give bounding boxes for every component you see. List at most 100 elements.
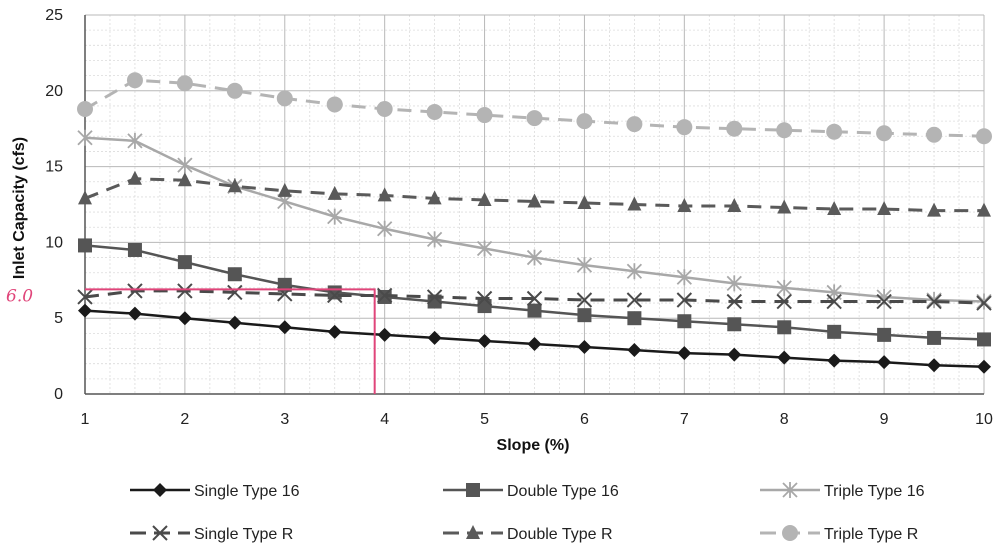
data-point [977,332,991,347]
data-point [627,311,642,326]
data-point [827,201,842,216]
chart-axes [84,15,984,395]
chart-legend: Single Type 16 Double Type 16 Triple Type … [130,482,925,543]
data-point [127,132,143,149]
series-triple-type-r [77,72,992,145]
legend-swatch-marker [152,525,168,541]
data-point [526,110,543,127]
y-tick-label: 0 [54,386,63,403]
data-point [777,320,792,335]
data-point [927,330,942,345]
data-point [626,116,643,133]
legend-label: Single Type R [194,526,293,543]
legend-swatch-marker [153,483,167,497]
legend-label: Single Type 16 [194,483,300,500]
data-point [727,347,742,362]
data-point [426,289,443,305]
data-point [326,96,343,113]
data-point [78,190,92,205]
data-point [577,308,592,323]
data-point [427,330,442,345]
annotation-line [85,288,376,394]
data-point [927,358,942,373]
data-point [177,172,192,187]
data-point [776,122,793,139]
series-single-type-r [77,283,992,311]
data-point [277,182,292,197]
data-point [177,283,193,299]
data-point [626,263,643,280]
data-point [676,269,692,286]
data-point [527,193,542,208]
legend-swatch-marker [782,525,798,541]
data-point [327,185,342,200]
data-point [427,190,442,205]
chart-tick-labels: 1 2 3 4 5 6 7 8 9 10 0 5 10 15 20 25 [45,7,993,428]
data-point [627,196,642,211]
legend-label: Double Type 16 [507,483,619,500]
data-point [726,275,742,292]
data-point [527,336,542,351]
data-point [677,314,692,329]
data-point [127,283,143,299]
data-point [577,194,592,209]
data-point [777,350,792,365]
data-point [226,82,243,99]
data-point [327,208,343,225]
data-point [327,287,343,304]
data-point [377,289,392,304]
data-point [176,75,193,92]
legend-label: Triple Type 16 [824,483,925,500]
series-single-type-16 [78,303,991,374]
data-point [476,240,493,257]
data-point [977,202,991,217]
series-double-type-r [78,170,991,217]
data-point [876,125,893,142]
x-tick-label: 6 [580,411,589,428]
data-point [727,198,742,213]
data-point [377,220,393,237]
data-point [526,290,543,307]
data-point [976,295,992,311]
data-point [276,90,293,107]
data-point [327,285,342,300]
legend-swatch-marker [466,483,480,497]
data-point [227,178,242,193]
legend-label: Triple Type R [824,526,918,543]
data-point [826,123,843,140]
data-point [977,359,991,374]
data-point [78,303,92,318]
x-tick-label: 2 [180,411,189,428]
data-point [476,290,493,307]
data-point [677,198,692,213]
legend-item-double-type-r: Double Type R [443,525,613,543]
data-point [526,249,543,266]
data-point [477,191,492,206]
legend-item-single-type-r: Single Type R [130,525,293,543]
x-tick-label: 5 [480,411,489,428]
data-point [576,113,593,130]
data-point [776,279,792,296]
data-point [976,293,992,310]
data-point [177,157,193,174]
data-point [177,255,192,270]
data-point [126,72,143,89]
data-point [676,119,693,136]
data-point [577,340,592,355]
data-point [277,277,292,292]
data-point [926,292,942,309]
y-tick-label: 15 [45,159,63,176]
y-tick-label: 5 [54,310,63,327]
data-point [677,346,692,361]
x-tick-label: 1 [81,411,90,428]
x-tick-label: 4 [380,411,389,428]
legend-item-double-type-16: Double Type 16 [443,483,619,500]
data-point [776,293,792,310]
legend-item-triple-type-r: Triple Type R [760,525,918,543]
data-point [426,104,443,121]
y-tick-label: 10 [45,234,63,251]
data-point [77,129,93,146]
data-point [127,306,142,321]
data-point [77,100,93,117]
